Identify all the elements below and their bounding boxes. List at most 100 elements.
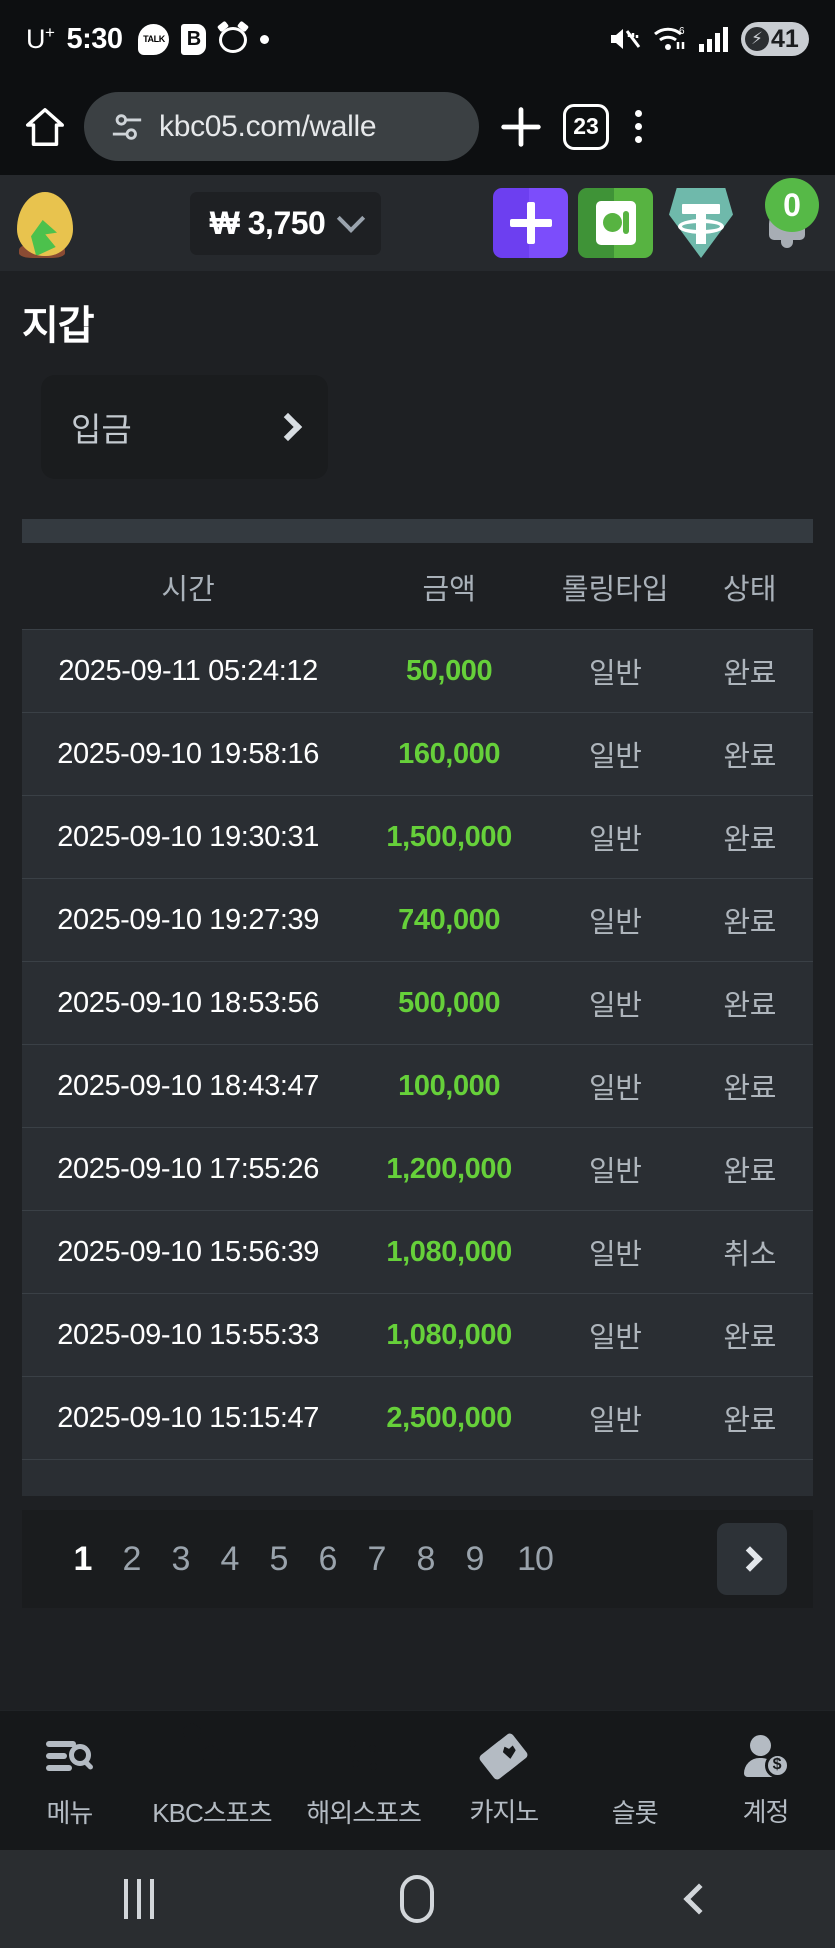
next-page-button[interactable] (717, 1523, 787, 1595)
url-bar[interactable]: kbc05.com/walle (84, 92, 479, 161)
page-link-9[interactable]: 9 (465, 1539, 485, 1578)
cell-type: 일반 (544, 1210, 687, 1294)
chevron-right-icon (273, 412, 303, 442)
home-button[interactable] (362, 1869, 472, 1929)
nav-item-overseas-sports[interactable]: 해외스포츠 (306, 1732, 422, 1830)
notifications-button[interactable]: 0 (749, 178, 821, 260)
cell-status: 완료 (686, 961, 813, 1045)
nav-label: KBC스포츠 (152, 1797, 272, 1828)
nav-item-casino[interactable]: 카지노 (456, 1731, 552, 1829)
chevron-down-icon[interactable] (337, 204, 366, 233)
status-bar-right: 6 ⚡ 41 (608, 22, 809, 56)
page-link-2[interactable]: 2 (122, 1539, 142, 1578)
table-row[interactable]: 2025-09-10 15:55:33 1,080,000 일반 완료 (22, 1293, 813, 1377)
nav-item-slots[interactable]: 7 슬롯 (587, 1732, 683, 1830)
nav-label: 카지노 (469, 1796, 539, 1827)
tether-button[interactable] (663, 186, 739, 260)
vault-button[interactable] (578, 188, 653, 258)
cell-time: 2025-09-10 19:27:39 (22, 878, 355, 962)
cell-amount: 100,000 (354, 1044, 545, 1128)
status-bar-left: U+ 5:30 TALK B (26, 22, 270, 56)
recents-button[interactable] (84, 1869, 194, 1929)
page-link-3[interactable]: 3 (171, 1539, 191, 1578)
carrier-label: U+ (26, 23, 55, 54)
table-row[interactable]: 2025-09-11 05:24:12 50,000 일반 완료 (22, 629, 813, 713)
cell-time: 2025-09-10 15:55:33 (22, 1293, 355, 1377)
table-row[interactable]: 2025-09-10 19:58:16 160,000 일반 완료 (22, 712, 813, 796)
status-bar-clock: 5:30 (66, 22, 123, 55)
table-row[interactable]: 2025-09-10 18:43:47 100,000 일반 완료 (22, 1044, 813, 1128)
deposit-card[interactable]: 입금 (41, 375, 328, 479)
page-links: 1 2 3 4 5 6 7 8 9 10 (58, 1540, 717, 1579)
status-bar: U+ 5:30 TALK B 6 (0, 0, 835, 78)
cell-time: 2025-09-10 19:30:31 (22, 795, 355, 879)
cell-status: 완료 (686, 712, 813, 796)
add-funds-button[interactable] (493, 188, 568, 258)
cell-amount: 50,000 (354, 629, 545, 713)
cell-amount: 1,080,000 (354, 1210, 545, 1294)
page-link-7[interactable]: 7 (367, 1539, 387, 1578)
url-text: kbc05.com/walle (159, 109, 377, 143)
cell-time: 2025-09-11 05:24:12 (22, 629, 355, 713)
cell-amount: 1,500,000 (354, 795, 545, 879)
back-button[interactable] (641, 1869, 751, 1929)
cell-type: 일반 (544, 878, 687, 962)
page-title: 지갑 (22, 304, 95, 348)
page-link-4[interactable]: 4 (220, 1539, 240, 1578)
plus-icon[interactable] (495, 101, 547, 153)
table-row[interactable]: 2025-09-10 15:15:47 2,500,000 일반 완료 (22, 1376, 813, 1460)
table-row[interactable]: 2025-09-10 19:27:39 740,000 일반 완료 (22, 878, 813, 962)
tab-count-button[interactable]: 23 (563, 103, 609, 150)
page-link-8[interactable]: 8 (416, 1539, 436, 1578)
page-link-5[interactable]: 5 (269, 1539, 289, 1578)
balance-selector[interactable]: ₩ 3,750 (189, 191, 382, 255)
transactions-table: 시간 금액 롤링타입 상태 2025-09-11 05:24:12 50,000 일… (22, 519, 813, 1496)
three-dot-menu-icon[interactable] (625, 106, 652, 147)
table-body: 2025-09-11 05:24:12 50,000 일반 완료 2025-09-10… (22, 629, 813, 1460)
table-row[interactable]: 2025-09-10 15:56:39 1,080,000 일반 취소 (22, 1210, 813, 1294)
cell-time: 2025-09-10 15:56:39 (22, 1210, 355, 1294)
tune-icon[interactable] (110, 112, 144, 142)
column-header-time: 시간 (22, 543, 355, 630)
cell-time: 2025-09-10 19:58:16 (22, 712, 355, 796)
table-row[interactable]: 2025-09-10 19:30:31 1,500,000 일반 완료 (22, 795, 813, 879)
back-icon (683, 1883, 715, 1915)
nav-item-kbc-sports[interactable]: KBC스포츠 (152, 1732, 272, 1830)
header-action-buttons: 0 (493, 178, 821, 260)
browser-toolbar: kbc05.com/walle 23 (0, 78, 835, 175)
battery-icon: ⚡ 41 (741, 22, 809, 56)
menu-search-icon (45, 1732, 93, 1780)
avatar[interactable] (12, 190, 78, 258)
cell-time: 2025-09-10 15:15:47 (22, 1376, 355, 1460)
svg-text:6: 6 (679, 26, 685, 37)
page-link-6[interactable]: 6 (318, 1539, 338, 1578)
nav-item-account[interactable]: $ 계정 (718, 1733, 814, 1829)
cell-amount: 160,000 (354, 712, 545, 796)
signal-icon (699, 27, 728, 52)
page-link-10[interactable]: 10 (517, 1539, 554, 1578)
column-header-amount: 금액 (354, 543, 545, 630)
balance-area: ₩ 3,750 (78, 191, 493, 255)
cell-type: 일반 (544, 1127, 687, 1211)
page-link-1[interactable]: 1 (73, 1539, 93, 1578)
slot-seven-icon: 7 (613, 1723, 627, 1749)
cell-type: 일반 (544, 795, 687, 879)
table-row[interactable]: 2025-09-10 18:53:56 500,000 일반 완료 (22, 961, 813, 1045)
home-icon[interactable] (22, 104, 68, 150)
page-body: 지갑 입금 시간 금액 롤링타입 상태 2025-09-11 05:24:12 5… (0, 271, 835, 1710)
cell-type: 일반 (544, 961, 687, 1045)
cell-status: 완료 (686, 1293, 813, 1377)
table-top-bar (22, 519, 813, 543)
nav-label: 계정 (742, 1796, 790, 1827)
plus-icon (509, 202, 552, 244)
column-header-type: 롤링타입 (544, 543, 687, 630)
pagination: 1 2 3 4 5 6 7 8 9 10 (22, 1510, 813, 1608)
nav-item-menu[interactable]: 메뉴 (21, 1732, 117, 1830)
table-bottom-bar (22, 1460, 813, 1496)
cell-status: 완료 (686, 1127, 813, 1211)
kakaotalk-icon: TALK (138, 23, 170, 55)
cell-status: 취소 (686, 1210, 813, 1294)
table-row[interactable]: 2025-09-10 17:55:26 1,200,000 일반 완료 (22, 1127, 813, 1211)
b-app-icon: B (181, 23, 207, 55)
cell-amount: 740,000 (354, 878, 545, 962)
